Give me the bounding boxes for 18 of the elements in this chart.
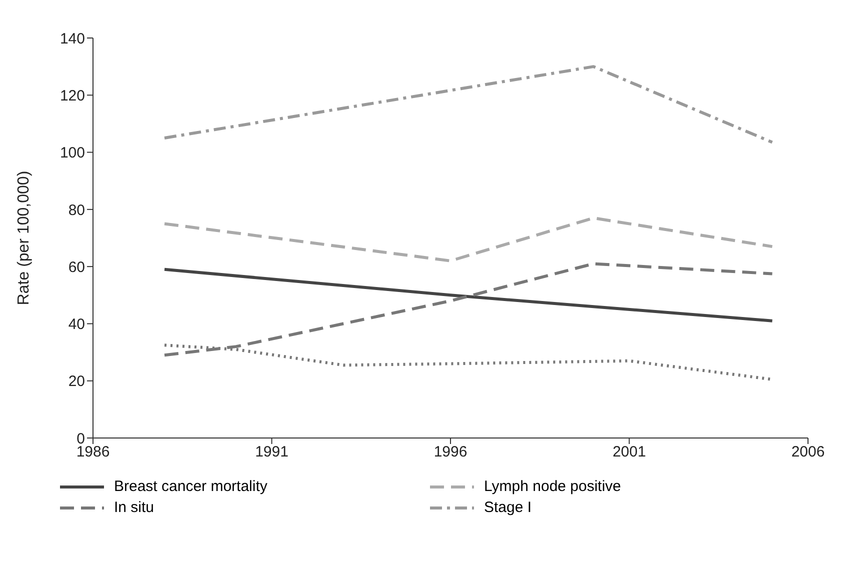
legend-label: In situ xyxy=(114,499,154,516)
y-tick-label: 140 xyxy=(60,30,85,48)
legend-label: Stage I xyxy=(484,499,532,516)
y-tick-label: 20 xyxy=(68,373,85,390)
y-tick-label: 80 xyxy=(68,202,85,219)
legend-label: Breast cancer mortality xyxy=(114,478,268,495)
line-series xyxy=(163,268,774,322)
y-tick-label: 60 xyxy=(68,258,85,276)
x-tick-label: 1991 xyxy=(255,444,288,461)
y-tick-label: 40 xyxy=(68,316,85,334)
x-tick-label: 2006 xyxy=(791,444,825,461)
line-series xyxy=(163,216,774,262)
y-axis-title: Rate (per 100,000) xyxy=(16,170,33,306)
y-tick-label: 120 xyxy=(60,87,85,104)
x-tick-label: 2001 xyxy=(612,444,646,461)
legend-label: Lymph node positive xyxy=(484,478,622,495)
x-tick-label: 1996 xyxy=(434,444,468,461)
y-tick-label: 100 xyxy=(60,144,85,162)
